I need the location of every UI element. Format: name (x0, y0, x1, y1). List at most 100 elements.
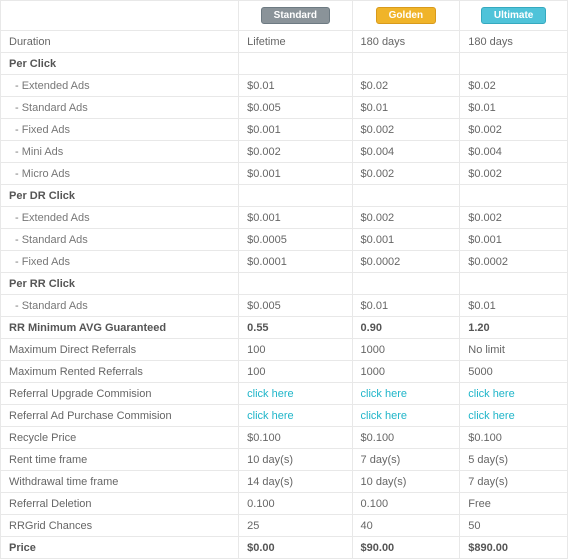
std: 100 (239, 339, 352, 361)
gold: 0.90 (352, 317, 460, 339)
std: 0.100 (239, 493, 352, 515)
gold: $0.002 (352, 119, 460, 141)
label: RRGrid Chances (1, 515, 239, 537)
header-empty (1, 1, 239, 31)
link-ref-upgrade-gold[interactable]: click here (361, 388, 407, 400)
ult: $0.002 (460, 207, 568, 229)
ult: $0.01 (460, 97, 568, 119)
label: - Micro Ads (1, 163, 239, 185)
std: 14 day(s) (239, 471, 352, 493)
ult: 5000 (460, 361, 568, 383)
row-dr-standard: - Standard Ads $0.0005 $0.001 $0.001 (1, 229, 568, 251)
row-rr-min-avg: RR Minimum AVG Guaranteed 0.55 0.90 1.20 (1, 317, 568, 339)
label: Rent time frame (1, 449, 239, 471)
row-withdrawal: Withdrawal time frame 14 day(s) 10 day(s… (1, 471, 568, 493)
label: Referral Upgrade Commision (1, 383, 239, 405)
row-pc-mini: - Mini Ads $0.002 $0.004 $0.004 (1, 141, 568, 163)
gold: $0.0002 (352, 251, 460, 273)
ult: No limit (460, 339, 568, 361)
link-ref-ad-ult[interactable]: click here (468, 410, 514, 422)
label-duration: Duration (1, 31, 239, 53)
label: - Standard Ads (1, 229, 239, 251)
ult: 50 (460, 515, 568, 537)
std: 0.55 (239, 317, 352, 339)
std: $0.005 (239, 295, 352, 317)
label: - Mini Ads (1, 141, 239, 163)
row-ref-del: Referral Deletion 0.100 0.100 Free (1, 493, 568, 515)
ult: 5 day(s) (460, 449, 568, 471)
std: 25 (239, 515, 352, 537)
std: $0.002 (239, 141, 352, 163)
label: - Fixed Ads (1, 251, 239, 273)
pricing-table: Standard Golden Ultimate Duration Lifeti… (0, 0, 568, 559)
pricing-table-container: Standard Golden Ultimate Duration Lifeti… (0, 0, 568, 559)
gold: 1000 (352, 339, 460, 361)
ult: $0.002 (460, 119, 568, 141)
ult: $0.004 (460, 141, 568, 163)
gold: $0.002 (352, 207, 460, 229)
gold: 1000 (352, 361, 460, 383)
label: Per DR Click (1, 185, 239, 207)
row-duration: Duration Lifetime 180 days 180 days (1, 31, 568, 53)
badge-ultimate: Ultimate (481, 7, 546, 24)
label: Maximum Direct Referrals (1, 339, 239, 361)
gold: $0.004 (352, 141, 460, 163)
std: $0.001 (239, 207, 352, 229)
row-pc-standard: - Standard Ads $0.005 $0.01 $0.01 (1, 97, 568, 119)
std-duration: Lifetime (239, 31, 352, 53)
std: $0.0001 (239, 251, 352, 273)
row-recycle: Recycle Price $0.100 $0.100 $0.100 (1, 427, 568, 449)
std: $0.001 (239, 119, 352, 141)
link-ref-ad-std[interactable]: click here (247, 410, 293, 422)
gold-duration: 180 days (352, 31, 460, 53)
label: Recycle Price (1, 427, 239, 449)
link-ref-ad-gold[interactable]: click here (361, 410, 407, 422)
label: - Extended Ads (1, 207, 239, 229)
row-rent-time: Rent time frame 10 day(s) 7 day(s) 5 day… (1, 449, 568, 471)
gold: 7 day(s) (352, 449, 460, 471)
std: 100 (239, 361, 352, 383)
row-dr-extended: - Extended Ads $0.001 $0.002 $0.002 (1, 207, 568, 229)
std: $0.100 (239, 427, 352, 449)
section-per-click: Per Click (1, 53, 568, 75)
label: Referral Deletion (1, 493, 239, 515)
badge-golden: Golden (376, 7, 436, 24)
link-ref-upgrade-std[interactable]: click here (247, 388, 293, 400)
gold: 10 day(s) (352, 471, 460, 493)
std: $0.0005 (239, 229, 352, 251)
row-ref-upgrade: Referral Upgrade Commision click here cl… (1, 383, 568, 405)
gold: $0.100 (352, 427, 460, 449)
row-max-dr: Maximum Direct Referrals 100 1000 No lim… (1, 339, 568, 361)
label: Maximum Rented Referrals (1, 361, 239, 383)
ult: Free (460, 493, 568, 515)
std: $0.005 (239, 97, 352, 119)
row-pc-fixed: - Fixed Ads $0.001 $0.002 $0.002 (1, 119, 568, 141)
gold: $0.002 (352, 163, 460, 185)
ult: $0.100 (460, 427, 568, 449)
std: $0.01 (239, 75, 352, 97)
label: - Standard Ads (1, 295, 239, 317)
ult: 7 day(s) (460, 471, 568, 493)
label: - Extended Ads (1, 75, 239, 97)
plan-header-row: Standard Golden Ultimate (1, 1, 568, 31)
badge-standard: Standard (261, 7, 330, 24)
row-pc-extended: - Extended Ads $0.01 $0.02 $0.02 (1, 75, 568, 97)
link-ref-upgrade-ult[interactable]: click here (468, 388, 514, 400)
label: Referral Ad Purchase Commision (1, 405, 239, 427)
ult: $0.001 (460, 229, 568, 251)
ult: $0.01 (460, 295, 568, 317)
label: Per RR Click (1, 273, 239, 295)
plan-header-golden: Golden (352, 1, 460, 31)
row-rrgrid: RRGrid Chances 25 40 50 (1, 515, 568, 537)
gold: $0.001 (352, 229, 460, 251)
section-per-rr: Per RR Click (1, 273, 568, 295)
ult: 1.20 (460, 317, 568, 339)
row-dr-fixed: - Fixed Ads $0.0001 $0.0002 $0.0002 (1, 251, 568, 273)
plan-header-ultimate: Ultimate (460, 1, 568, 31)
label: Withdrawal time frame (1, 471, 239, 493)
gold: $0.02 (352, 75, 460, 97)
label: - Standard Ads (1, 97, 239, 119)
gold: 40 (352, 515, 460, 537)
label: - Fixed Ads (1, 119, 239, 141)
ult-duration: 180 days (460, 31, 568, 53)
